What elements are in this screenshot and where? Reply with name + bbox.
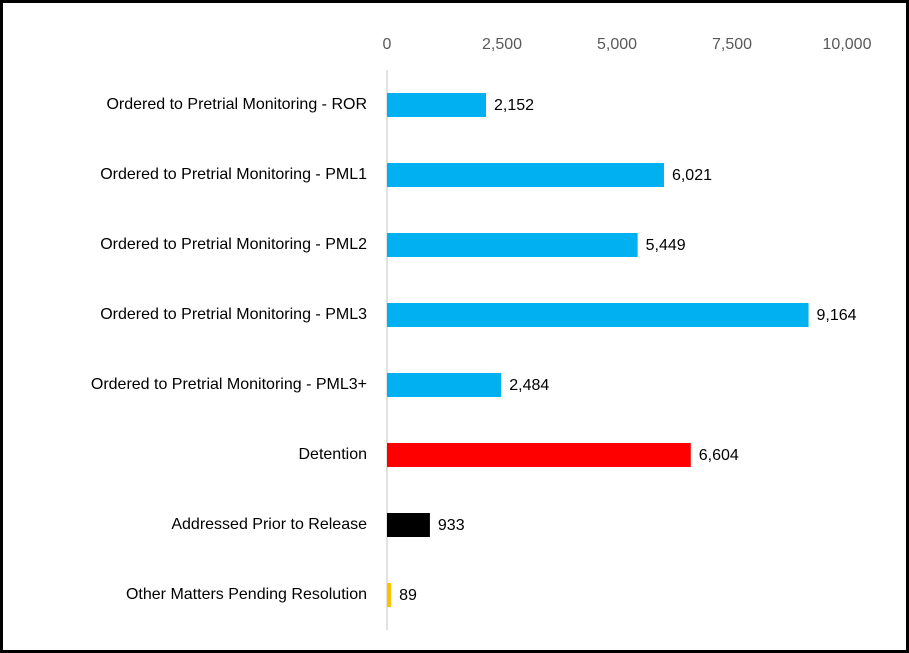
y-tick-label: Detention [299, 446, 368, 463]
y-tick-label: Ordered to Pretrial Monitoring - PML2 [100, 236, 367, 253]
x-tick-label: 7,500 [712, 36, 752, 53]
value-label: 2,152 [494, 97, 534, 114]
value-label: 89 [399, 587, 417, 604]
y-tick-label: Ordered to Pretrial Monitoring - PML1 [100, 166, 367, 183]
bar [387, 163, 664, 187]
chart: 0 2,500 5,000 7,500 10,000 Ordered to Pretria… [91, 36, 872, 630]
value-label: 9,164 [817, 307, 857, 324]
y-tick-label: Other Matters Pending Resolution [126, 586, 367, 603]
bar [387, 93, 486, 117]
bar [387, 233, 638, 257]
x-tick-label: 10,000 [823, 36, 872, 53]
value-label: 6,604 [699, 447, 739, 464]
y-tick-label: Ordered to Pretrial Monitoring - PML3 [100, 306, 367, 323]
x-tick-label: 0 [383, 36, 392, 53]
bar [387, 583, 392, 607]
bar [387, 513, 430, 537]
value-label: 2,484 [509, 377, 549, 394]
value-label: 5,449 [646, 237, 686, 254]
bar [387, 443, 691, 467]
bar [387, 373, 502, 397]
y-tick-label: Ordered to Pretrial Monitoring - PML3+ [91, 376, 367, 393]
bar [387, 303, 809, 327]
x-tick-label: 2,500 [482, 36, 522, 53]
value-label: 6,021 [672, 167, 712, 184]
y-tick-label: Addressed Prior to Release [171, 516, 367, 533]
x-tick-label: 5,000 [597, 36, 637, 53]
y-tick-label: Ordered to Pretrial Monitoring - ROR [106, 96, 367, 113]
value-label: 933 [438, 517, 465, 534]
